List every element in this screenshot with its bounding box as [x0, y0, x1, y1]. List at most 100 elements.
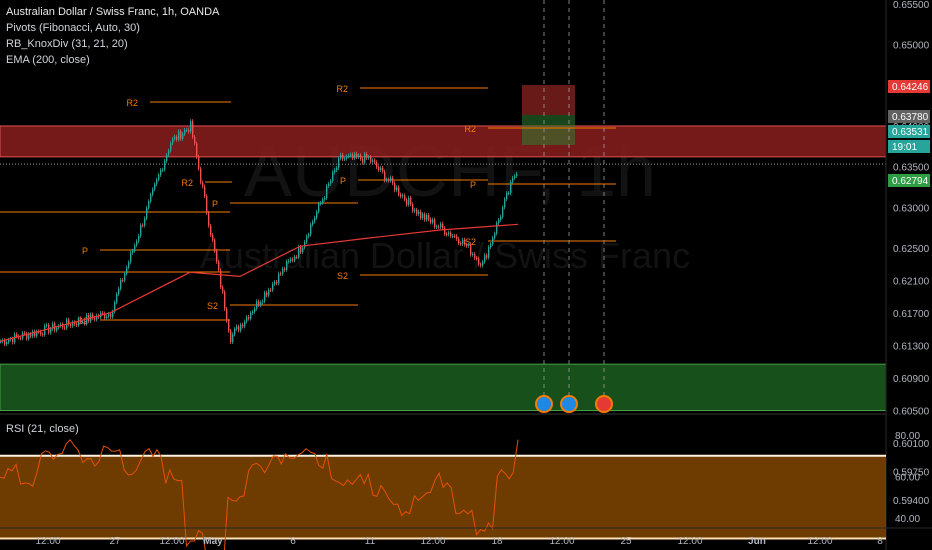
- candle-body: [370, 156, 372, 162]
- candle-body: [132, 250, 134, 253]
- rsi-tick: 60.00: [895, 472, 920, 483]
- candle-body: [508, 193, 510, 195]
- candle-body: [30, 334, 32, 337]
- candle-body: [142, 225, 144, 227]
- candle-body: [24, 332, 26, 334]
- rsi-tick: 40.00: [895, 514, 920, 525]
- candle-body: [492, 237, 494, 245]
- candle-body: [12, 338, 14, 343]
- rsi-tick: 80.00: [895, 431, 920, 442]
- candle-body: [356, 153, 358, 158]
- price-tick: 0.61700: [893, 309, 930, 320]
- candle-body: [338, 158, 340, 168]
- candle-body: [324, 197, 326, 200]
- candle-body: [312, 221, 314, 225]
- candle-body: [28, 334, 30, 339]
- candle-body: [236, 326, 238, 329]
- candle-body: [430, 219, 432, 223]
- rsi-band: [0, 455, 886, 539]
- candle-body: [308, 234, 310, 237]
- candle-body: [460, 243, 462, 245]
- candle-body: [180, 131, 182, 139]
- candle-body: [168, 150, 170, 155]
- candle-body: [350, 154, 352, 156]
- candle-body: [68, 319, 70, 325]
- candle-body: [328, 183, 330, 186]
- candle-body: [414, 209, 416, 212]
- candle-body: [154, 184, 156, 190]
- candle-body: [498, 219, 500, 224]
- candle-body: [292, 259, 294, 261]
- candle-body: [122, 280, 124, 282]
- candle-body: [252, 311, 254, 314]
- pivot-label: R2: [464, 124, 476, 134]
- event-alert-icon: [595, 395, 613, 413]
- pivot-label: P: [470, 180, 476, 190]
- candle-body: [322, 199, 324, 203]
- candle-body: [242, 324, 244, 327]
- candle-body: [336, 167, 338, 171]
- candle-body: [82, 321, 84, 323]
- candle-body: [440, 223, 442, 228]
- time-tick: 6: [290, 536, 296, 547]
- candle-body: [104, 313, 106, 319]
- candle-body: [230, 330, 232, 343]
- candle-body: [418, 211, 420, 215]
- candle-body: [484, 255, 486, 262]
- candle-body: [510, 182, 512, 194]
- time-tick: 12:00: [35, 536, 60, 547]
- candle-body: [470, 244, 472, 255]
- candle-body: [216, 250, 218, 262]
- candle-body: [428, 215, 430, 220]
- candle-body: [344, 158, 346, 160]
- candle-body: [124, 273, 126, 281]
- candle-body: [424, 214, 426, 220]
- candle-body: [362, 159, 364, 163]
- candle-body: [342, 154, 344, 160]
- candle-body: [62, 324, 64, 328]
- candle-body: [60, 324, 62, 326]
- candle-body: [214, 240, 216, 251]
- candle-body: [282, 268, 284, 274]
- time-tick: 27: [109, 536, 121, 547]
- candle-body: [432, 219, 434, 223]
- candle-body: [330, 180, 332, 184]
- candle-body: [392, 177, 394, 184]
- candle-body: [78, 318, 80, 326]
- candle-body: [290, 259, 292, 262]
- candle-body: [152, 189, 154, 195]
- candle-body: [490, 244, 492, 248]
- indicator-pivots[interactable]: Pivots (Fibonacci, Auto, 30): [6, 22, 140, 34]
- candle-body: [84, 321, 86, 324]
- candle-body: [458, 238, 460, 244]
- candle-body: [368, 156, 370, 158]
- candle-body: [144, 218, 146, 226]
- candle-body: [386, 179, 388, 181]
- candle-body: [426, 215, 428, 220]
- candle-body: [228, 320, 230, 331]
- price-tag-label: 0.63780: [892, 112, 929, 123]
- candle-body: [140, 225, 142, 236]
- candle-body: [178, 131, 180, 140]
- candle-body: [264, 292, 266, 302]
- time-tick: 8: [877, 536, 883, 547]
- price-tag: [888, 174, 930, 187]
- candle-body: [224, 291, 226, 309]
- candle-body: [454, 235, 456, 237]
- candle-body: [186, 129, 188, 131]
- candle-body: [208, 212, 210, 226]
- candle-body: [408, 197, 410, 205]
- candle-body: [258, 301, 260, 306]
- indicator-ema[interactable]: EMA (200, close): [6, 54, 90, 66]
- candle-body: [302, 247, 304, 252]
- candle-body: [358, 155, 360, 158]
- candle-body: [360, 155, 362, 160]
- candle-body: [246, 317, 248, 322]
- candle-body: [456, 236, 458, 239]
- candle-body: [478, 258, 480, 265]
- indicator-knoxdiv[interactable]: RB_KnoxDiv (31, 21, 20): [6, 38, 128, 50]
- candle-body: [118, 288, 120, 295]
- candle-body: [448, 232, 450, 235]
- candle-body: [466, 244, 468, 246]
